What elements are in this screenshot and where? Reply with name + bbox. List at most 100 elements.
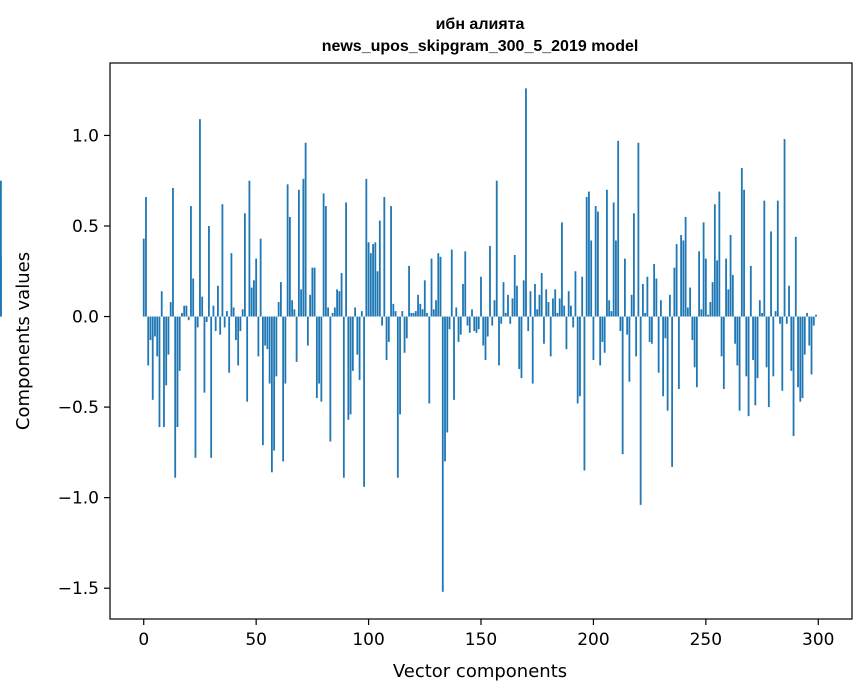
bar-6 [156, 316, 159, 357]
bar-242 [686, 307, 689, 317]
bar-70 [300, 289, 303, 317]
bar-174 [534, 283, 536, 317]
bar-71 [302, 178, 305, 317]
bar-102 [372, 244, 374, 317]
x-tick-label: 0 [138, 630, 149, 650]
bar-240 [682, 240, 685, 317]
bar-88 [340, 273, 343, 317]
bar-120 [412, 312, 415, 317]
bar-2 [147, 316, 150, 366]
bar-129 [432, 309, 435, 317]
bar-197 [585, 197, 588, 317]
bar-253 [711, 282, 714, 317]
bar-86 [336, 289, 338, 317]
bar-0 [142, 238, 145, 317]
bar-15 [176, 316, 179, 428]
bar-29 [208, 226, 210, 317]
bar-51 [257, 316, 260, 357]
chart-title: ибн алията [436, 16, 525, 33]
bar-42 [237, 316, 240, 366]
bar-63 [284, 316, 287, 384]
bar-24 [196, 316, 199, 328]
bar-17 [181, 312, 183, 317]
bar-198 [588, 191, 590, 317]
bar-105 [378, 220, 381, 317]
bar-190 [570, 305, 572, 317]
bar-160 [502, 282, 505, 317]
bar-47 [248, 180, 251, 317]
bar-8 [160, 291, 163, 317]
bar-184 [556, 312, 559, 317]
bar-249 [702, 222, 705, 317]
bar-222 [641, 283, 644, 317]
bar-80 [322, 193, 325, 317]
bar-228 [655, 278, 658, 317]
bar-111 [392, 303, 395, 317]
bar-134 [444, 316, 446, 462]
bar-148 [475, 316, 478, 333]
bar-89 [342, 316, 345, 478]
y-tick-label: 0.0 [72, 308, 99, 328]
bar-128 [430, 258, 433, 317]
y-tick-label: 0.5 [72, 217, 99, 237]
bar-246 [695, 316, 698, 388]
bar-119 [410, 312, 413, 317]
bar-204 [601, 316, 604, 342]
bar-270 [749, 265, 752, 317]
bar-3 [149, 316, 152, 341]
bar-241 [684, 216, 687, 317]
bar-298 [812, 316, 815, 326]
bar-94 [354, 307, 356, 317]
bar-142 [462, 283, 464, 317]
bar-299 [815, 314, 817, 317]
bar-223 [644, 312, 647, 317]
bar-82 [327, 307, 329, 317]
bar-181 [549, 316, 552, 357]
bar-127 [428, 316, 431, 404]
bar-9 [163, 316, 165, 428]
bar-117 [405, 316, 408, 339]
bar-41 [235, 316, 237, 341]
bar-140 [457, 316, 460, 342]
y-tick-label: −1.5 [58, 579, 99, 599]
bar-137 [450, 249, 453, 317]
x-tick-label: 200 [577, 630, 609, 650]
bar-87 [338, 291, 341, 317]
bar-186 [561, 222, 563, 317]
bar-136 [448, 316, 451, 330]
bar-262 [731, 274, 734, 317]
bar-248 [700, 309, 703, 317]
bar-56 [268, 316, 271, 384]
bar-169 [522, 280, 525, 317]
bar-251 [707, 314, 709, 317]
bar-81 [324, 206, 327, 317]
bar-97 [360, 311, 363, 317]
bar-52 [259, 238, 262, 317]
bar-11 [167, 316, 170, 355]
bar-189 [567, 291, 570, 317]
bar-173 [531, 316, 534, 384]
bar-58 [273, 316, 276, 451]
bar-183 [554, 289, 557, 317]
bar-91 [347, 316, 350, 420]
bar-93 [351, 316, 354, 371]
bar-62 [282, 316, 285, 462]
bar-undefined [0, 180, 2, 317]
bar-28 [205, 316, 208, 322]
bar-75 [311, 267, 314, 317]
bar-284 [781, 316, 784, 391]
bar-211 [617, 140, 620, 317]
bar-269 [747, 316, 750, 417]
bar-159 [500, 316, 503, 324]
bar-123 [419, 303, 422, 317]
bar-233 [666, 316, 669, 411]
x-tick-label: 100 [352, 630, 384, 650]
bar-55 [266, 316, 269, 350]
bar-281 [774, 311, 777, 317]
bar-226 [650, 316, 653, 344]
bar-114 [399, 316, 401, 415]
bar-279 [770, 231, 772, 317]
bar-265 [738, 316, 741, 411]
bar-290 [794, 236, 797, 317]
